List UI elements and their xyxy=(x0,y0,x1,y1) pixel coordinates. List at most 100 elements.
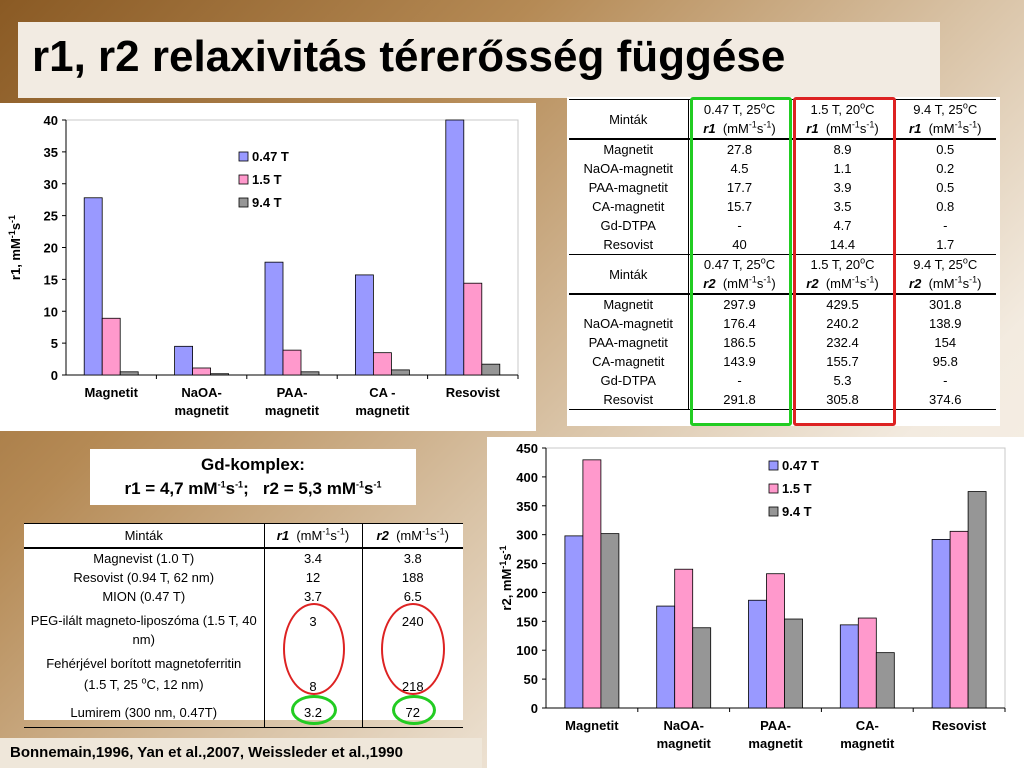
title-box: r1, r2 relaxivitás térerősség függése xyxy=(18,22,940,98)
legend-swatch xyxy=(768,506,779,517)
legend-label: 9.4 T xyxy=(252,195,282,210)
x-tick-label: Resovist xyxy=(932,718,987,733)
sample-name-cell: Resovist xyxy=(569,235,689,255)
legend-swatch xyxy=(768,460,779,471)
bar-15T-4 xyxy=(463,282,483,376)
r2-row: Resovist 291.8 305.8 374.6 xyxy=(569,390,996,410)
value-cell: 4.7 xyxy=(791,216,895,235)
bar-94T-4 xyxy=(481,363,501,376)
bar-15T-2 xyxy=(766,573,785,709)
y-tick-label: 20 xyxy=(44,241,58,256)
lit-row: MION (0.47 T) 3.7 6.5 xyxy=(24,586,463,606)
value-cell: 72 xyxy=(362,697,463,728)
y-tick-label: 250 xyxy=(516,557,538,572)
col-header-mintak: Minták xyxy=(24,523,265,549)
bar-047T-3 xyxy=(839,624,859,709)
bar-94T-4 xyxy=(967,491,987,709)
legend-swatch xyxy=(238,151,249,162)
bar-047T-4 xyxy=(445,119,465,376)
bar-047T-4 xyxy=(931,539,951,709)
bar-15T-2 xyxy=(282,349,302,376)
sample-name-cell: PAA-magnetit xyxy=(569,178,689,197)
legend-swatch xyxy=(238,197,249,208)
value-cell: 0.8 xyxy=(936,199,955,214)
legend-label: 1.5 T xyxy=(252,172,282,187)
bar-94T-3 xyxy=(875,652,895,709)
bar-15T-0 xyxy=(101,317,121,376)
value-cell: 138.9 xyxy=(928,316,962,331)
value-cell: 291.8 xyxy=(688,390,792,410)
value-cell: - xyxy=(943,218,948,233)
bar-94T-2 xyxy=(300,371,320,376)
bar-047T-3 xyxy=(354,274,374,376)
x-tick-label: NaOA- xyxy=(663,718,703,733)
x-tick-label: CA- xyxy=(856,718,879,733)
col-header-r2: r2 (mM-1s-1) xyxy=(362,523,463,549)
r1-row: PAA-magnetit 17.7 3.9 0.5 xyxy=(569,178,996,197)
legend-label: 0.47 T xyxy=(252,149,289,164)
r2-row: Gd-DTPA -5.3- xyxy=(569,371,996,390)
col-header-field-2: 1.5 T, 20oC r1 (mM-1s-1) xyxy=(791,99,895,140)
sample-name-cell: NaOA-magnetit xyxy=(569,159,689,178)
value-cell: 3.2 xyxy=(264,697,363,728)
y-tick-label: 50 xyxy=(524,672,538,687)
relaxivity-table-panel: Minták 0.47 T, 25oC r1 (mM-1s-1) 1.5 T, 20o… xyxy=(567,97,1000,426)
page-title: r1, r2 relaxivitás térerősség függése xyxy=(32,32,786,81)
sample-name-cell: CA-magnetit xyxy=(569,352,689,371)
x-tick-label: magnetit xyxy=(748,736,803,751)
value-cell: 1.7 xyxy=(894,235,996,255)
sample-name-cell: MION (0.47 T) xyxy=(24,586,265,606)
r2-header-row: Minták 0.47 T, 25oC r2 (mM-1s-1) 1.5 T, 20o… xyxy=(569,254,996,295)
value-cell: 0.5 xyxy=(936,142,955,157)
bar-15T-3 xyxy=(857,617,877,709)
relaxivity-table: Minták 0.47 T, 25oC r1 (mM-1s-1) 1.5 T, 20o… xyxy=(569,99,996,410)
sample-name-cell: Magnetit xyxy=(569,294,689,314)
value-cell: 6.5 xyxy=(403,588,422,604)
lit-row: PEG-ilált magneto-liposzóma (1.5 T, 40 n… xyxy=(24,605,463,654)
x-tick-label: Magnetit xyxy=(565,718,619,733)
col-header-r1: r1 (mM-1s-1) xyxy=(264,523,363,549)
r1-bar-chart: 0 5 10 15 20 25 30 35 40 r1, mM-1s-1 Magnetit NaOA-… xyxy=(7,113,519,418)
sample-name-cell: Resovist xyxy=(569,390,689,410)
col-header-field-1: 0.47 T, 25oC r2 (mM-1s-1) xyxy=(688,254,792,295)
sample-name-cell: NaOA-magnetit xyxy=(569,314,689,333)
value-cell: 429.5 xyxy=(791,294,895,314)
value-cell: 176.4 xyxy=(688,314,792,333)
literature-table: Minták r1 (mM-1s-1) r2 (mM-1s-1) Magnevist … xyxy=(24,523,463,728)
legend-label: 1.5 T xyxy=(782,481,812,496)
value-cell: 4.5 xyxy=(688,159,792,178)
value-cell: 3.5 xyxy=(791,197,895,216)
y-tick-label: 5 xyxy=(51,336,58,351)
bar-047T-1 xyxy=(656,605,676,709)
sample-name-cell: PEG-ilált magneto-liposzóma (1.5 T, 40 n… xyxy=(24,605,265,654)
y-axis-label: r2, mM-1s-1 xyxy=(498,545,514,610)
r1-header-row: Minták 0.47 T, 25oC r1 (mM-1s-1) 1.5 T, 20o… xyxy=(569,99,996,140)
value-cell: 232.4 xyxy=(791,333,895,352)
value-cell: 301.8 xyxy=(928,297,962,312)
col-header-field-2: 1.5 T, 20oC r2 (mM-1s-1) xyxy=(791,254,895,295)
y-tick-label: 150 xyxy=(516,614,538,629)
r2-row: PAA-magnetit 186.5 232.4 154 xyxy=(569,333,996,352)
value-cell: 3.7 xyxy=(264,586,363,606)
x-tick-label: PAA- xyxy=(277,385,308,400)
value-cell: 5.3 xyxy=(791,371,895,390)
sample-name-cell: PAA-magnetit xyxy=(569,333,689,352)
value-cell: 14.4 xyxy=(791,235,895,255)
legend-label: 9.4 T xyxy=(782,504,812,519)
bar-15T-0 xyxy=(582,459,602,709)
gd-complex-values: r1 = 4,7 mM-1s-1; r2 = 5,3 mM-1s-1 xyxy=(124,479,382,498)
y-axis-label: r1, mM-1s-1 xyxy=(7,215,23,280)
value-cell: 40 xyxy=(688,235,792,255)
value-cell: 8.9 xyxy=(791,139,895,159)
y-tick-label: 35 xyxy=(44,145,58,160)
legend-swatch xyxy=(768,483,779,494)
value-cell: - xyxy=(688,371,792,390)
x-tick-label: NaOA- xyxy=(181,385,221,400)
value-cell: 305.8 xyxy=(791,390,895,410)
x-tick-label: PAA- xyxy=(760,718,791,733)
y-tick-label: 0 xyxy=(531,701,538,716)
sample-name-cell: Magnevist (1.0 T) xyxy=(24,547,265,568)
r1-chart-panel: 0 5 10 15 20 25 30 35 40 r1, mM-1s-1 Magnetit NaOA-… xyxy=(0,103,536,431)
col-header-mintak: Minták xyxy=(569,99,689,140)
y-tick-label: 25 xyxy=(44,209,58,224)
